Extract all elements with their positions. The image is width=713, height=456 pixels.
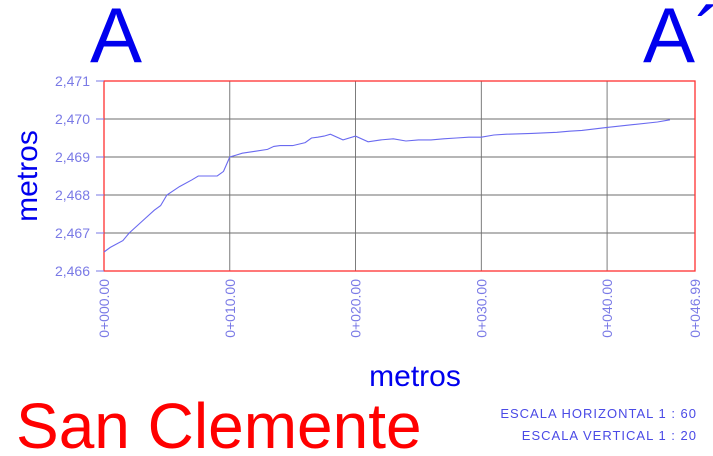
y-tick-label: 2,470 <box>55 111 90 127</box>
y-tick-label: 2,469 <box>55 149 90 165</box>
x-tick-labels: 0+000.00 0+010.00 0+020.00 0+030.00 0+040.00… <box>96 279 703 338</box>
section-start-label: A <box>90 0 142 79</box>
vertical-scale-note: ESCALA VERTICAL 1 : 20 <box>522 428 697 443</box>
grid <box>104 81 695 271</box>
x-tick-label: 0+010.00 <box>222 279 238 338</box>
y-axis-title: metros <box>11 130 44 222</box>
y-tick-label: 2,468 <box>55 187 90 203</box>
x-tick-label: 0+040.00 <box>599 279 615 338</box>
x-tick-label: 0+020.00 <box>348 279 364 338</box>
x-tick-label: 0+000.00 <box>96 279 112 338</box>
y-tick-label: 2,471 <box>55 73 90 89</box>
profile-line <box>103 119 671 253</box>
y-tick-label: 2,466 <box>55 263 90 279</box>
y-tick-labels: 2,466 2,467 2,468 2,469 2,470 2,471 <box>55 73 104 279</box>
plot-frame <box>103 80 696 272</box>
x-axis-title: metros <box>369 360 461 393</box>
horizontal-scale-note: ESCALA HORIZONTAL 1 : 60 <box>500 406 697 421</box>
section-end-label: A´ <box>643 0 713 79</box>
y-tick-label: 2,467 <box>55 225 90 241</box>
x-tick-label: 0+030.00 <box>473 279 489 338</box>
x-tick-label: 0+046.99 <box>687 279 703 338</box>
site-name: San Clemente <box>16 390 422 456</box>
